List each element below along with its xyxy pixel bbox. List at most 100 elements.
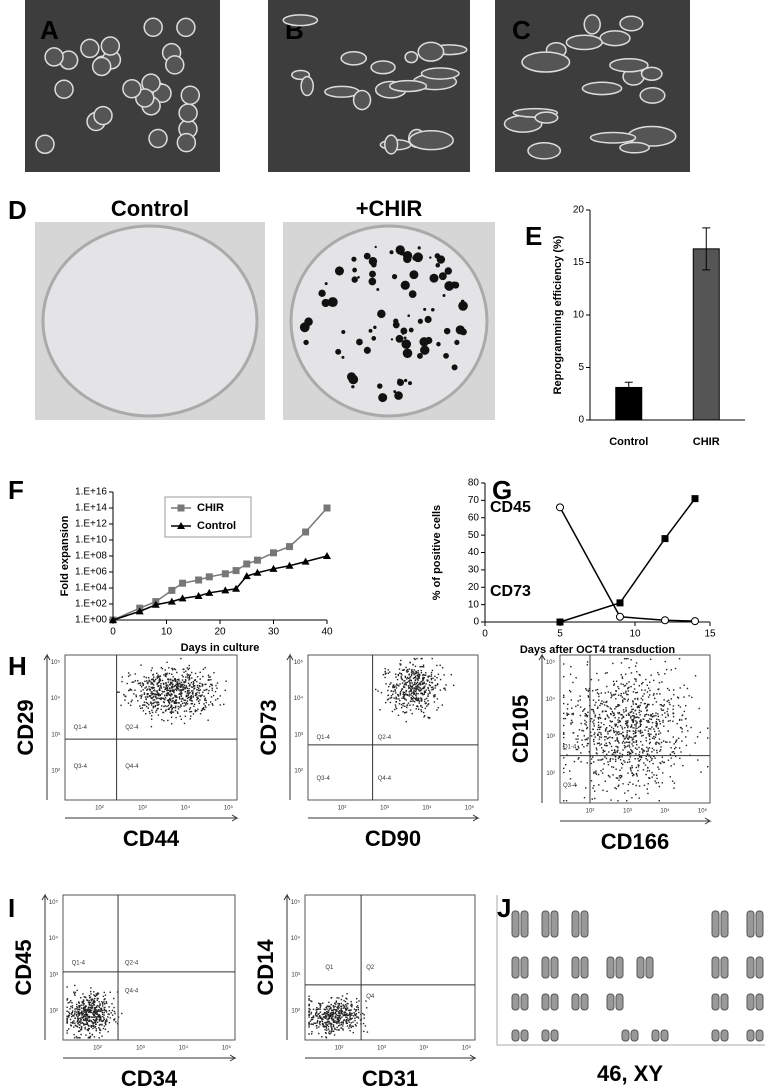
event-dot	[126, 682, 128, 685]
event-dot	[150, 669, 153, 672]
event-dot	[630, 725, 633, 727]
event-dot	[592, 756, 594, 758]
event-dot	[326, 1008, 328, 1010]
event-dot	[345, 1018, 348, 1021]
event-dot	[186, 687, 189, 690]
event-dot	[159, 675, 161, 678]
event-dot	[641, 699, 644, 701]
event-dot	[609, 724, 611, 727]
event-dot	[84, 1017, 87, 1020]
event-dot	[603, 723, 605, 726]
event-dot	[382, 673, 385, 676]
event-dot	[327, 1013, 329, 1015]
event-dot	[168, 683, 171, 686]
event-dot	[427, 716, 429, 719]
event-dot	[164, 675, 167, 677]
y-marker-label: CD105	[508, 695, 533, 763]
event-dot	[563, 771, 565, 774]
event-dot	[334, 1017, 336, 1019]
event-dot	[313, 1022, 315, 1024]
event-dot	[610, 692, 612, 694]
event-dot	[643, 784, 646, 787]
event-dot	[414, 665, 417, 667]
event-dot	[616, 746, 619, 748]
event-dot	[77, 1019, 79, 1021]
event-dot	[78, 1005, 80, 1007]
y-tick-label: 30	[468, 565, 480, 576]
event-dot	[434, 687, 436, 689]
event-dot	[348, 1013, 350, 1016]
cell	[581, 81, 623, 96]
event-dot	[151, 711, 154, 714]
event-dot	[656, 777, 658, 780]
event-dot	[101, 1023, 103, 1026]
colony	[391, 274, 398, 280]
event-dot	[638, 797, 640, 799]
event-dot	[425, 689, 427, 691]
event-dot	[330, 996, 333, 999]
event-dot	[662, 772, 664, 774]
event-dot	[115, 1021, 117, 1023]
event-dot	[93, 1024, 95, 1027]
event-dot	[681, 719, 683, 721]
event-dot	[175, 695, 177, 698]
event-dot	[563, 745, 565, 748]
event-dot	[349, 1013, 351, 1015]
event-dot	[393, 684, 395, 686]
event-dot	[426, 679, 428, 681]
event-dot	[642, 769, 645, 771]
event-dot	[597, 693, 600, 695]
colony	[444, 281, 455, 291]
event-dot	[191, 677, 193, 679]
event-dot	[634, 698, 636, 700]
event-dot	[588, 751, 590, 753]
event-dot	[578, 729, 581, 731]
flow-tick: 10³	[294, 732, 303, 738]
series-label: CD73	[490, 583, 531, 600]
event-dot	[121, 680, 123, 683]
event-dot	[699, 731, 701, 734]
event-dot	[585, 721, 587, 723]
event-dot	[90, 1020, 93, 1023]
event-dot	[624, 684, 627, 687]
event-dot	[649, 718, 651, 720]
event-dot	[422, 687, 425, 690]
event-dot	[322, 1013, 325, 1015]
data-point	[178, 594, 187, 602]
event-dot	[633, 683, 635, 686]
event-dot	[186, 695, 188, 697]
event-dot	[76, 1037, 78, 1039]
cell	[180, 85, 201, 105]
event-dot	[346, 998, 348, 1000]
event-dot	[192, 695, 195, 697]
event-dot	[96, 993, 99, 995]
event-dot	[78, 1006, 81, 1008]
event-dot	[89, 1010, 91, 1012]
event-dot	[666, 687, 669, 690]
event-dot	[420, 688, 422, 690]
event-dot	[676, 696, 679, 698]
event-dot	[597, 759, 599, 761]
event-dot	[88, 994, 91, 997]
event-dot	[359, 1019, 362, 1021]
event-dot	[342, 1021, 345, 1023]
event-dot	[147, 693, 149, 695]
event-dot	[428, 717, 430, 720]
event-dot	[101, 1013, 104, 1015]
event-dot	[421, 674, 424, 676]
event-dot	[618, 742, 620, 744]
event-dot	[197, 708, 199, 711]
event-dot	[76, 1003, 78, 1006]
event-dot	[123, 693, 125, 696]
event-dot	[625, 692, 627, 694]
event-dot	[420, 698, 423, 700]
event-dot	[354, 1010, 357, 1012]
event-dot	[588, 689, 590, 692]
event-dot	[133, 693, 135, 695]
event-dot	[634, 732, 637, 734]
event-dot	[336, 1022, 338, 1025]
event-dot	[84, 1015, 86, 1018]
event-dot	[655, 782, 657, 784]
event-dot	[350, 1003, 353, 1005]
event-dot	[110, 1012, 112, 1014]
